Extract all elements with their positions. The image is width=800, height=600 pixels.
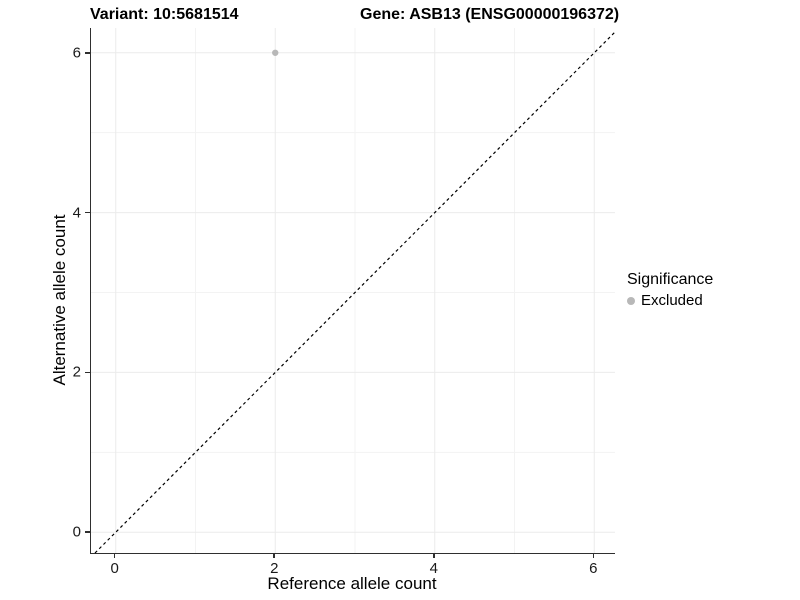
- y-axis-tick-mark: [85, 531, 90, 533]
- y-axis-tick-label: 0: [72, 523, 81, 541]
- x-axis-tick-mark: [113, 553, 116, 558]
- x-axis-label: Reference allele count: [267, 574, 437, 593]
- excluded-point-icon: [627, 296, 635, 305]
- plot-panel: [90, 28, 616, 554]
- plot-title-gene: Gene: ASB13 (ENSG00000196372): [360, 6, 620, 23]
- legend-title: Significance: [627, 271, 714, 288]
- x-axis-tick-label: 6: [589, 560, 598, 577]
- y-axis-tick-mark: [85, 52, 90, 54]
- x-axis-tick-label: 2: [270, 560, 279, 577]
- y-axis-tick-mark: [85, 371, 90, 374]
- data-point: [272, 49, 279, 56]
- legend-item-label: Excluded: [641, 292, 703, 309]
- scatter-plot: [91, 28, 616, 554]
- y-axis-tick-label: 2: [72, 363, 81, 381]
- x-axis-tick-label: 0: [110, 560, 119, 577]
- y-axis-tick-label: 6: [72, 44, 81, 62]
- x-axis-tick-mark: [592, 553, 594, 558]
- plot-title-variant: Variant: 10:5681514: [90, 6, 239, 23]
- x-axis-tick-label: 4: [429, 560, 438, 577]
- x-axis-tick-mark: [273, 553, 275, 558]
- y-axis-tick-mark: [85, 211, 90, 214]
- legend-item-excluded: Excluded: [627, 292, 713, 309]
- y-axis-label: Alternative allele count: [50, 214, 69, 386]
- x-axis-tick-mark: [433, 553, 435, 558]
- legend: Significance Excluded: [627, 271, 713, 309]
- y-axis-tick-label: 4: [72, 204, 81, 222]
- identity-dashed-line: [94, 31, 616, 554]
